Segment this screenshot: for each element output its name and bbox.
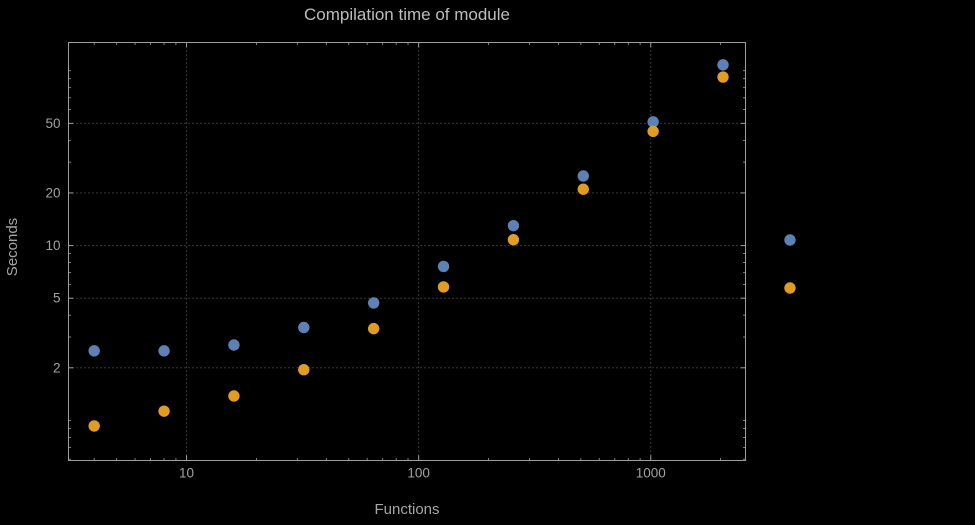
y-tick-label: 20 bbox=[45, 185, 60, 200]
data-point-blue bbox=[228, 339, 240, 351]
data-point-orange bbox=[507, 234, 520, 246]
x-tick-label: 100 bbox=[407, 466, 430, 481]
data-point-blue bbox=[367, 297, 380, 309]
data-point-blue bbox=[647, 116, 659, 128]
legend-marker-0 bbox=[784, 234, 796, 246]
data-point-blue bbox=[577, 170, 589, 182]
data-point-orange bbox=[367, 322, 380, 335]
data-point-orange bbox=[158, 405, 170, 417]
data-point-blue bbox=[158, 345, 170, 357]
chart-title: Compilation time of module bbox=[304, 5, 510, 24]
data-point-blue bbox=[88, 345, 100, 357]
x-tick-label: 10 bbox=[179, 466, 194, 481]
x-tick-label: 1000 bbox=[636, 466, 666, 481]
plot-frame bbox=[68, 42, 746, 461]
data-point-orange bbox=[717, 71, 729, 83]
data-point-orange bbox=[228, 390, 240, 402]
legend-marker-1 bbox=[784, 282, 796, 294]
y-tick-label: 10 bbox=[45, 238, 60, 253]
data-point-orange bbox=[298, 364, 310, 376]
x-axis-label: Functions bbox=[374, 501, 440, 518]
data-point-blue bbox=[507, 219, 520, 232]
data-point-orange bbox=[88, 420, 100, 432]
y-tick-label: 50 bbox=[45, 116, 60, 131]
y-axis-label: Seconds bbox=[4, 217, 21, 277]
data-point-blue bbox=[437, 260, 450, 273]
data-point-blue bbox=[298, 321, 310, 334]
data-point-orange bbox=[577, 183, 589, 195]
data-point-orange bbox=[647, 125, 659, 138]
y-tick-label: 2 bbox=[53, 360, 61, 375]
data-point-blue bbox=[717, 59, 729, 71]
data-point-orange bbox=[437, 281, 450, 293]
y-tick-label: 5 bbox=[53, 291, 61, 306]
